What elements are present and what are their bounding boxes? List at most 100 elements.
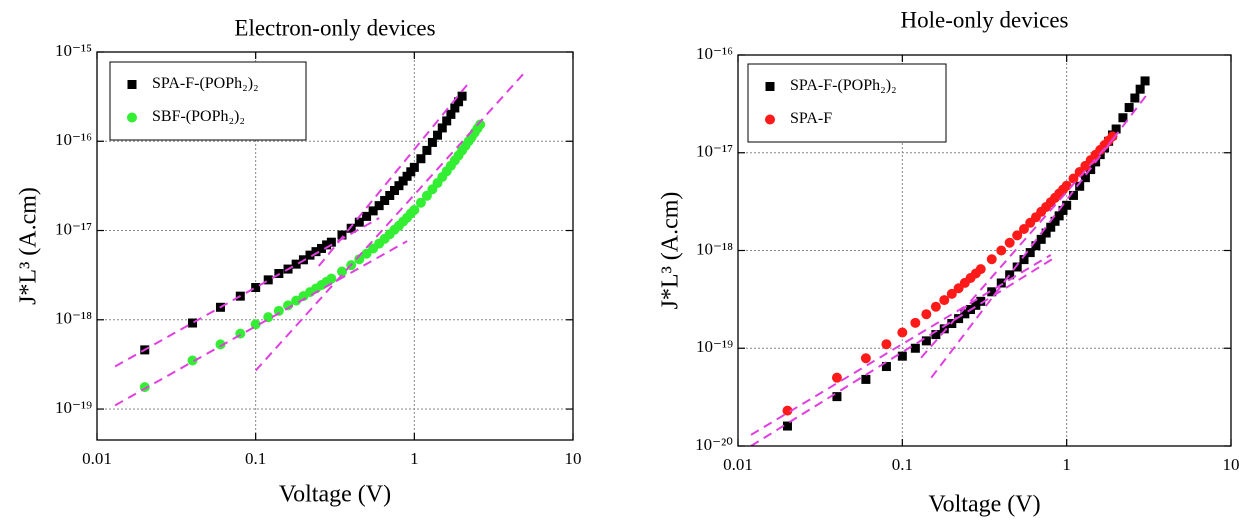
point: [860, 353, 871, 364]
point: [960, 309, 970, 319]
point: [326, 273, 337, 284]
point: [385, 190, 395, 200]
point: [1118, 113, 1128, 123]
point: [976, 296, 986, 306]
point: [305, 250, 315, 260]
y-tick-label: 10⁻¹⁷: [696, 142, 733, 161]
legend-label: SBF-(POPh₂)₂: [152, 108, 245, 125]
point: [946, 288, 957, 299]
point: [921, 309, 932, 320]
plot-area: [114, 71, 526, 407]
point: [337, 230, 347, 240]
point: [1140, 76, 1150, 86]
point: [1046, 222, 1056, 232]
point: [910, 343, 920, 353]
point: [1135, 84, 1145, 94]
fit-line: [114, 217, 380, 368]
point: [322, 240, 332, 250]
y-tick-label: 10⁻¹⁸: [55, 309, 92, 328]
point: [416, 154, 426, 164]
point: [188, 318, 198, 328]
point: [421, 190, 432, 201]
point: [921, 336, 931, 346]
chart-title: Electron-only devices: [234, 15, 435, 40]
point: [368, 206, 378, 216]
point: [897, 327, 908, 338]
x-tick-label: 0.1: [245, 449, 266, 468]
point: [931, 330, 941, 340]
point: [446, 109, 456, 119]
point: [273, 305, 284, 316]
point: [454, 97, 464, 107]
legend-label: SPA-F-(POPh₂)₂: [790, 77, 897, 94]
point: [475, 119, 486, 130]
point: [433, 130, 443, 140]
legend: SPA-F-(POPh₂)₂ SBF-(POPh₂)₂: [109, 61, 307, 141]
point: [1068, 173, 1079, 184]
point: [263, 275, 273, 285]
chart-title: Hole-only devices: [901, 7, 1069, 32]
x-tick-label: 10: [1223, 455, 1239, 474]
point: [996, 278, 1006, 288]
point: [402, 171, 412, 181]
x-tick-label: 0.1: [892, 455, 913, 474]
point: [283, 300, 294, 311]
legend: SPA-F-(POPh₂)₂ SPA-F: [747, 63, 947, 143]
point: [362, 211, 372, 221]
point: [1012, 230, 1023, 241]
fit-line: [254, 71, 526, 372]
x-tick-label: 0.01: [82, 449, 112, 468]
point: [939, 324, 949, 334]
point: [422, 145, 432, 155]
y-tick-label: 10⁻¹⁸: [696, 239, 733, 258]
point: [1130, 93, 1140, 103]
point: [354, 254, 365, 265]
point: [1068, 190, 1078, 200]
point: [215, 339, 226, 350]
point: [987, 287, 997, 297]
legend-marker: [127, 112, 137, 123]
point: [1054, 211, 1064, 221]
legend-label: SPA-F: [790, 110, 832, 127]
point: [1041, 228, 1051, 238]
point: [1062, 200, 1072, 210]
point: [1058, 205, 1068, 215]
point: [930, 301, 941, 312]
legend-box: [747, 63, 947, 143]
fit-line: [750, 254, 1052, 436]
point: [380, 195, 390, 205]
point: [450, 103, 460, 113]
point: [187, 355, 198, 366]
point: [832, 392, 842, 402]
point: [1036, 234, 1046, 244]
fit-line: [920, 134, 1117, 359]
point: [1075, 181, 1085, 191]
point: [354, 217, 364, 227]
point: [1050, 216, 1060, 226]
point: [897, 351, 907, 361]
x-tick-label: 1: [1062, 455, 1071, 474]
point: [881, 339, 892, 350]
point: [1124, 103, 1134, 113]
legend-marker: [127, 80, 137, 89]
x-axis-label: Voltage (V): [279, 482, 391, 508]
point: [861, 374, 871, 384]
point: [881, 362, 891, 372]
point: [996, 245, 1007, 256]
point: [975, 264, 986, 275]
point: [1019, 255, 1029, 265]
fit-line: [318, 82, 470, 267]
legend-label: SPA-F-(POPh₂)₂: [152, 75, 259, 92]
point: [317, 243, 327, 253]
legend-box: [109, 61, 307, 141]
y-tick-label: 10⁻²⁰: [695, 435, 733, 454]
plot-frame: [96, 51, 574, 441]
point: [336, 266, 347, 277]
point: [374, 201, 384, 211]
point: [398, 176, 408, 186]
point: [954, 314, 964, 324]
y-axis-label: J*L³ (A.cm): [658, 192, 684, 310]
chart-panel: Hole-only devices Voltage (V) J*L³ (A.cm) 0…: [658, 7, 1239, 517]
point: [346, 223, 356, 233]
